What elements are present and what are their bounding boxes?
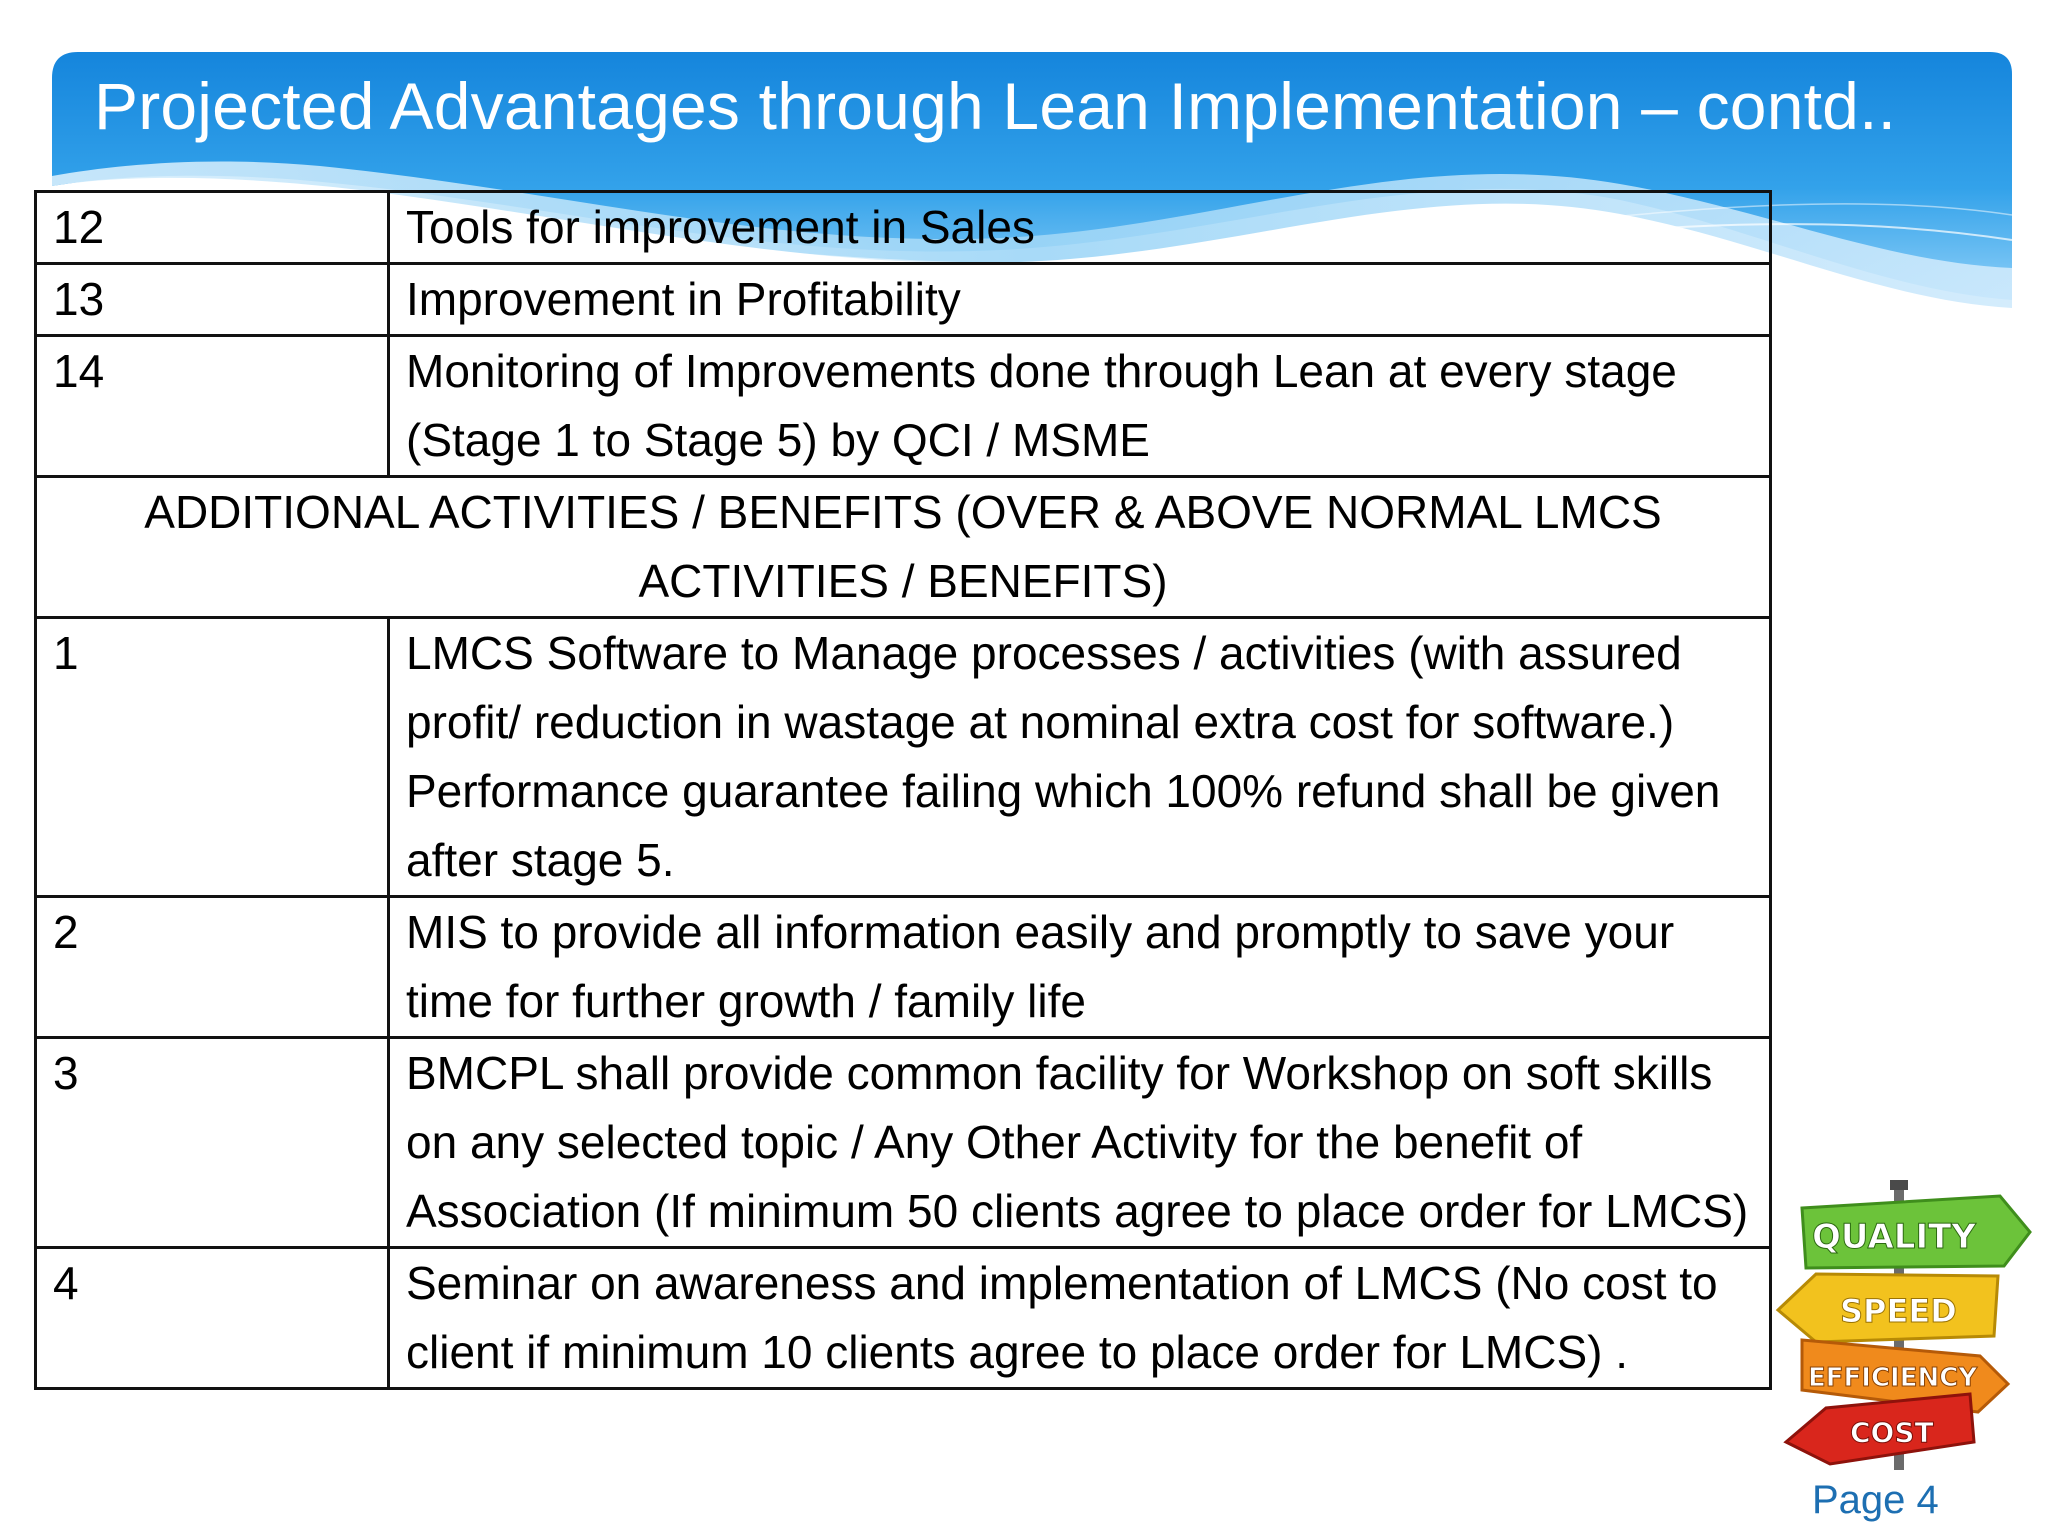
row-number: 2 [34,895,390,1039]
section-header-row: ADDITIONAL ACTIVITIES / BENEFITS (OVER &… [34,475,1772,619]
row-text: LMCS Software to Manage processes / acti… [387,616,1772,898]
svg-text:SPEED: SPEED [1840,1292,1957,1330]
row-number: 1 [34,616,390,898]
svg-text:EFFICIENCY: EFFICIENCY [1808,1363,1978,1393]
table-row: 2 MIS to provide all information easily … [34,895,1772,1039]
row-text: Seminar on awareness and implementation … [387,1246,1772,1390]
row-text: BMCPL shall provide common facility for … [387,1036,1772,1249]
table-row: 14 Monitoring of Improvements done throu… [34,334,1772,478]
row-number: 12 [34,190,390,265]
row-text: MIS to provide all information easily an… [387,895,1772,1039]
table-row: 12 Tools for improvement in Sales [34,190,1772,265]
table-row: 1 LMCS Software to Manage processes / ac… [34,616,1772,898]
svg-text:QUALITY: QUALITY [1812,1217,1976,1257]
row-number: 3 [34,1036,390,1249]
advantages-table: 12 Tools for improvement in Sales 13 Imp… [34,190,1772,1390]
row-number: 4 [34,1246,390,1390]
cost-sign: COST [1783,1392,1976,1466]
table-row: 4 Seminar on awareness and implementatio… [34,1246,1772,1390]
page-label: Page [1812,1478,1906,1522]
slide-title: Projected Advantages through Lean Implem… [94,69,1897,143]
page-number: Page 4 [1812,1478,1939,1523]
signpost-illustration: QUALITY SPEED EFFICIENCY COST [1775,1180,2032,1470]
table-row: 3 BMCPL shall provide common facility fo… [34,1036,1772,1249]
row-text: Improvement in Profitability [387,262,1772,337]
page-value: 4 [1916,1478,1939,1522]
quality-sign: QUALITY [1800,1194,2032,1270]
section-header: ADDITIONAL ACTIVITIES / BENEFITS (OVER &… [34,475,1772,619]
speed-sign: SPEED [1775,1272,2000,1344]
svg-text:COST: COST [1850,1416,1934,1449]
row-number: 14 [34,334,390,478]
row-text: Monitoring of Improvements done through … [387,334,1772,478]
row-number: 13 [34,262,390,337]
row-text: Tools for improvement in Sales [387,190,1772,265]
table-row: 13 Improvement in Profitability [34,262,1772,337]
efficiency-sign: EFFICIENCY [1800,1338,2011,1414]
